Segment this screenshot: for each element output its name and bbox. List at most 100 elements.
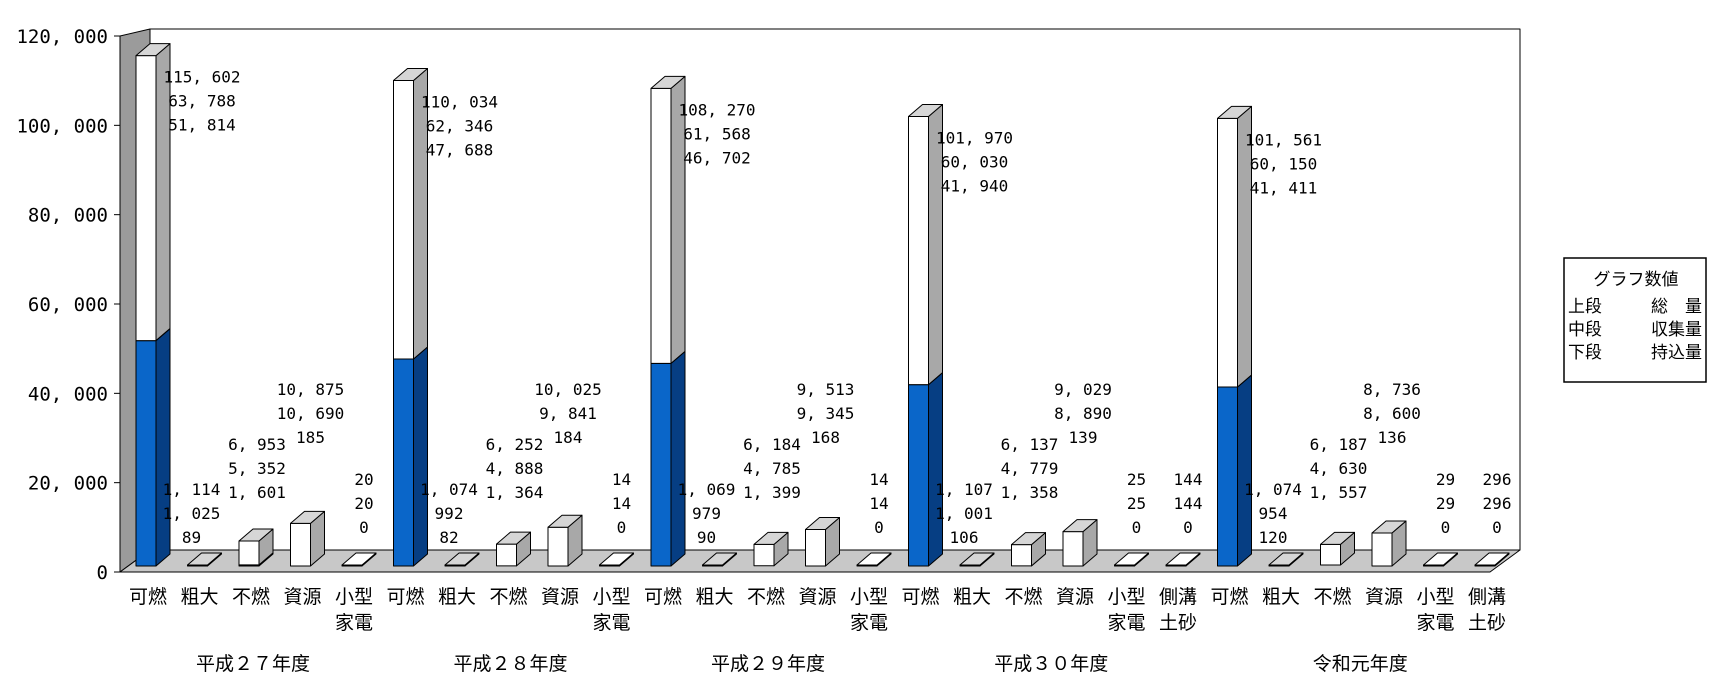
data-label: 6, 137 [1001,435,1059,454]
bar-collected-front [1320,543,1341,566]
y-tick-label: 60, 000 [28,294,108,316]
data-label: 90 [697,528,716,547]
data-label: 1, 358 [1001,483,1059,502]
bar-collected-top [444,552,480,566]
data-label: 1, 074 [1244,480,1302,499]
bar-collected-side [670,75,686,364]
x-category-label: 土砂 [1159,612,1197,634]
data-label: 62, 346 [426,117,493,136]
data-label: 29 [1436,494,1455,513]
y-tick-label: 0 [97,562,108,584]
legend-row-meaning: 持込量 [1651,343,1702,363]
bar-collected-front [1011,544,1032,567]
bar-collected-side [413,68,428,360]
bar-flat-top [1114,552,1149,566]
data-label: 46, 702 [683,148,750,167]
data-label: 101, 561 [1245,130,1322,149]
x-category-label: 資源 [1056,586,1094,608]
data-label: 0 [1492,518,1502,537]
x-category-label: 可燃 [901,586,939,608]
data-label: 168 [811,428,840,447]
data-label: 0 [1132,518,1142,537]
data-label: 1, 025 [163,504,221,523]
x-category-label: 可燃 [386,586,424,608]
data-label: 1, 069 [678,480,736,499]
data-label: 5, 352 [228,459,286,478]
data-label: 10, 690 [277,404,344,423]
data-label: 110, 034 [421,93,498,112]
bar-collected-front [135,55,157,342]
x-category-label: 資源 [283,586,321,608]
x-category-label: 不燃 [489,586,527,608]
data-label: 61, 568 [683,124,750,143]
data-label: 8, 736 [1363,380,1421,399]
data-label: 185 [296,428,325,447]
data-label: 47, 688 [426,141,493,160]
data-label: 139 [1069,428,1098,447]
data-label: 9, 513 [797,380,855,399]
bar-brought-side [155,328,171,567]
data-label: 184 [554,428,583,447]
x-category-label: 不燃 [747,586,785,608]
legend-row-meaning: 総 量 [1651,297,1702,317]
data-label: 0 [617,518,627,537]
legend-box [1563,257,1707,383]
x-category-label: 粗大 [695,586,733,608]
bar-collected-top [753,531,789,545]
legend-row-meaning: 収集量 [1651,320,1702,340]
bar-collected-front [393,80,414,360]
x-category-label: 粗大 [180,586,218,608]
data-label: 9, 345 [797,404,855,423]
legend-row-position: 上段 [1568,297,1602,317]
bar-collected-front [908,116,929,386]
data-label: 1, 364 [486,483,544,502]
bar-collected-top [805,517,840,531]
bar-collected-top [393,68,428,82]
data-label: 14 [869,494,888,513]
x-category-label: 資源 [1365,586,1403,608]
data-label: 1, 001 [935,504,993,523]
data-label: 144 [1174,470,1203,489]
bar-collected-top [290,510,325,524]
data-label: 0 [1441,518,1451,537]
data-label: 6, 252 [486,435,544,454]
data-label: 20 [354,494,373,513]
data-label: 41, 411 [1250,178,1317,197]
bar-flat-top [599,552,634,566]
bar-collected-front [805,529,826,567]
bar-brought-side [1237,374,1252,567]
data-label: 4, 630 [1310,459,1368,478]
data-label: 979 [692,504,721,523]
data-label: 25 [1127,470,1146,489]
data-label: 4, 785 [743,459,801,478]
y-tick-label: 40, 000 [28,383,108,405]
legend-row-position: 下段 [1568,343,1602,363]
data-label: 6, 187 [1310,435,1368,454]
x-category-label: 粗大 [438,586,476,608]
data-label: 1, 399 [743,483,801,502]
data-label: 4, 779 [1001,459,1059,478]
data-label: 0 [1183,518,1193,537]
data-label: 14 [612,494,631,513]
x-category-label: 家電 [335,612,373,634]
y-tick-label: 120, 000 [16,26,108,48]
bar-collected-front [547,526,569,567]
bar-collected-top [1320,531,1355,545]
data-label: 6, 953 [228,435,286,454]
x-category-label: 小型 [1107,586,1145,608]
bar-collected-front [650,87,672,364]
data-label: 41, 940 [941,177,1008,196]
x-category-label: 資源 [541,586,579,608]
x-category-label: 不燃 [1313,586,1351,608]
x-group-label: 平成２８年度 [453,653,567,675]
bar-brought-side [928,372,943,567]
bar-flat-top [1474,552,1510,566]
bar-flat-top [1423,552,1458,566]
legend-row-position: 中段 [1568,320,1602,340]
data-label: 10, 875 [277,380,344,399]
data-label: 954 [1259,504,1288,523]
bar-collected-top [1268,552,1304,566]
bar-brought-front [1217,386,1238,567]
data-label: 82 [439,528,458,547]
